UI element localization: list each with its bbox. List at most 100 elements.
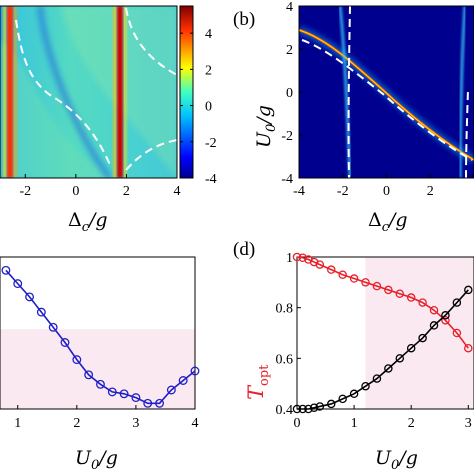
x-axis-label-c: U0/g xyxy=(75,447,118,473)
data-point-d xyxy=(395,289,405,298)
data-point-c xyxy=(72,355,82,365)
dashed-branch-b2 xyxy=(347,6,351,178)
x-tick-label-c: 4 xyxy=(192,416,199,431)
series-line-d xyxy=(296,256,469,349)
data-point-c xyxy=(107,387,117,397)
data-point-d xyxy=(384,364,393,373)
data-point-c xyxy=(13,279,23,289)
data-point-d xyxy=(406,343,416,353)
dashed-branch-a2 xyxy=(125,7,177,76)
data-point-d xyxy=(452,328,462,338)
y-axis-label-b: U0/g xyxy=(253,105,279,148)
x-tick-label-d: 3 xyxy=(465,416,472,431)
dashed-branch-a1 xyxy=(15,19,111,166)
y-tick-label-b: 0 xyxy=(286,86,293,101)
panel-d-line-chart: 0 1 2 3 1 0.8 0.6 0.4 xyxy=(276,251,474,431)
data-point-d xyxy=(327,399,336,409)
colorbar-tick-label: 0 xyxy=(205,100,212,115)
data-point-d xyxy=(418,298,427,307)
y-axis-label-d: Topt xyxy=(244,364,272,400)
colorbar-a: 4 2 0 -2 -4 xyxy=(179,5,217,187)
y-tick-label-d: 0.8 xyxy=(276,302,294,317)
data-point-d xyxy=(464,285,473,295)
x-tick-label-a: 0 xyxy=(72,184,79,199)
x-tick-label-a: 4 xyxy=(174,184,181,199)
data-point-d xyxy=(395,354,405,363)
x-tick-label-d: 2 xyxy=(408,416,415,431)
y-tick-label-b: -2 xyxy=(281,129,293,144)
colorbar-tick-label: 4 xyxy=(205,27,212,42)
data-point-d xyxy=(372,281,382,291)
x-tick-label-b: 2 xyxy=(427,184,434,199)
x-tick-label-c: 3 xyxy=(132,416,139,431)
data-point-d xyxy=(406,293,416,302)
data-point-d xyxy=(338,270,347,279)
x-tick-label-b: -2 xyxy=(337,184,349,199)
x-tick-label-c: 1 xyxy=(14,416,21,431)
shaded-region-c xyxy=(0,329,195,409)
y-tick-label-d: 0.4 xyxy=(276,403,294,418)
data-point-c xyxy=(178,376,188,385)
y-tick-label-d: 0.6 xyxy=(276,352,294,367)
y-tick-label-b: -4 xyxy=(281,172,293,187)
data-point-d xyxy=(298,404,307,414)
data-point-c xyxy=(25,292,34,302)
resonance-stripe-left xyxy=(7,6,13,178)
series-line-d xyxy=(297,289,469,410)
data-point-d xyxy=(441,316,450,325)
resonance-stripe-right xyxy=(117,6,123,178)
x-tick-label-c: 2 xyxy=(73,416,80,431)
data-point-d xyxy=(327,265,336,274)
y-tick-label-d: 1 xyxy=(286,251,293,266)
x-tick-label-d: 1 xyxy=(351,416,358,431)
data-point-c xyxy=(60,338,70,347)
data-point-d xyxy=(304,404,313,414)
data-point-c xyxy=(1,265,11,275)
panel-b-heatmap: -4 -2 0 2 4 2 0 -2 -4 xyxy=(281,0,474,199)
y-tick-label-b: 4 xyxy=(286,0,293,15)
panel-a-heatmap: -2 0 2 4 xyxy=(0,5,181,199)
data-point-d xyxy=(464,343,473,353)
colorbar-tick-label: -2 xyxy=(205,136,217,151)
data-point-c xyxy=(84,370,94,380)
dashed-branch-b1 xyxy=(301,39,473,161)
x-tick-label-b: 0 xyxy=(383,184,390,199)
panel-label-b: (b) xyxy=(233,9,255,30)
data-point-c xyxy=(190,366,200,376)
data-point-c xyxy=(166,385,176,395)
data-point-d xyxy=(372,374,382,383)
data-point-d xyxy=(452,298,462,307)
data-point-d xyxy=(429,321,439,330)
data-point-d xyxy=(441,311,450,320)
data-point-d xyxy=(309,403,319,412)
colorbar-tick-label: 2 xyxy=(205,63,212,78)
x-axis-label-b: Δc/g xyxy=(368,209,408,235)
data-point-d xyxy=(298,253,307,263)
data-point-c xyxy=(143,398,153,408)
data-point-d xyxy=(349,274,359,283)
x-tick-label-a: 2 xyxy=(123,184,130,199)
x-tick-label-a: -2 xyxy=(19,184,31,199)
data-point-d xyxy=(315,402,325,411)
x-tick-label-d: 0 xyxy=(294,416,301,431)
panel-label-d: (d) xyxy=(233,239,255,260)
data-point-d xyxy=(338,394,347,404)
data-point-d xyxy=(384,285,393,295)
x-axis-label-a: Δc/g xyxy=(68,209,108,235)
panel-c-line-chart: 1 2 3 4 xyxy=(0,256,200,431)
data-point-d xyxy=(292,252,302,262)
colorbar-tick-label: -4 xyxy=(205,172,217,187)
data-point-d xyxy=(429,305,439,315)
data-point-c xyxy=(96,379,105,389)
data-point-d xyxy=(361,381,370,391)
data-point-c xyxy=(36,307,46,317)
data-point-d xyxy=(315,260,325,269)
series-line-c xyxy=(5,269,196,405)
data-point-d xyxy=(349,389,359,399)
data-point-d xyxy=(292,404,302,414)
data-point-c xyxy=(48,322,58,332)
data-point-d xyxy=(418,333,427,343)
data-point-d xyxy=(361,278,370,287)
x-tick-label-b: -4 xyxy=(293,184,305,199)
